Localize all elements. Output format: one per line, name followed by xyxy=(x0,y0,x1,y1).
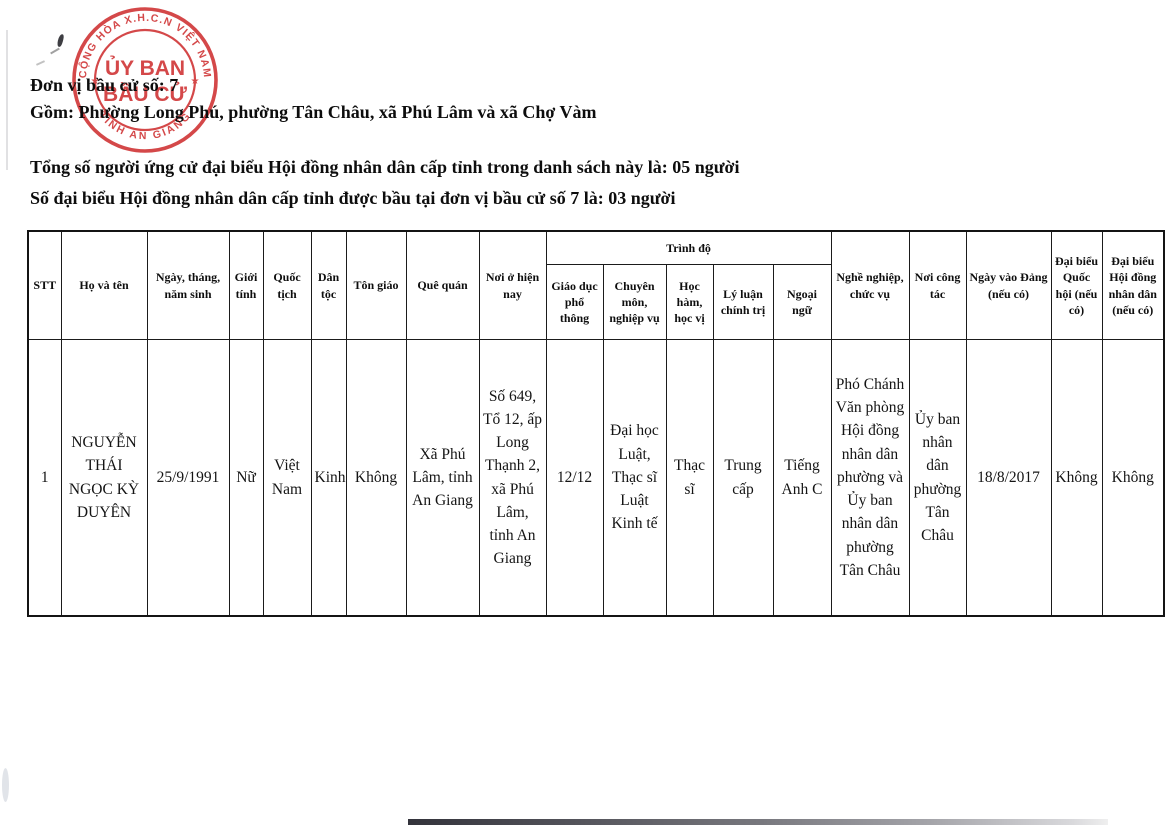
cell-dob: 25/9/1991 xyxy=(146,339,230,617)
stamp-top-arc-text: CỘNG HÒA X.H.C.N VIỆT NAM xyxy=(77,12,213,79)
election-scope-line: Gồm: Phường Long Phú, phường Tân Châu, x… xyxy=(30,102,597,122)
col-header-ethnicity: Dân tộc xyxy=(310,230,347,340)
pen-mark xyxy=(56,33,65,48)
cell-party-date: 18/8/2017 xyxy=(965,339,1052,617)
col-header-pc-deputy: Đại biểu Hội đồng nhân dân (nếu có) xyxy=(1101,230,1165,340)
cell-stt: 1 xyxy=(27,339,62,617)
seats-line: Số đại biểu Hội đồng nhân dân cấp tỉnh đ… xyxy=(30,188,676,208)
col-header-occupation: Nghề nghiệp, chức vụ xyxy=(830,230,910,340)
cell-religion: Không xyxy=(345,339,407,617)
cell-residence: Số 649, Tổ 12, ấp Long Thạnh 2, xã Phú L… xyxy=(478,339,547,617)
total-candidates-line: Tổng số người ứng cử đại biểu Hội đồng n… xyxy=(30,157,740,177)
cell-foreign-language: Tiếng Anh C xyxy=(772,339,832,617)
cell-workplace: Ủy ban nhân dân phường Tân Châu xyxy=(908,339,967,617)
scan-edge-artifact xyxy=(6,30,8,170)
col-header-general-education: Giáo dục phổ thông xyxy=(545,264,604,340)
document-heading: Đơn vị bầu cử số: 7 Gồm: Phường Long Phú… xyxy=(30,72,596,126)
cell-na-deputy: Không xyxy=(1050,339,1103,617)
scan-bottom-shadow xyxy=(408,819,1108,825)
cell-name: NGUYỄN THÁI NGỌC KỲ DUYÊN xyxy=(60,339,148,617)
cell-nationality: Việt Nam xyxy=(262,339,312,617)
col-header-nationality: Quốc tịch xyxy=(262,230,312,340)
cell-political-theory: Trung cấp xyxy=(712,339,774,617)
cell-hometown: Xã Phú Lâm, tỉnh An Giang xyxy=(405,339,480,617)
col-header-name: Họ và tên xyxy=(60,230,148,340)
col-group-header-qualification: Trình độ xyxy=(545,230,832,265)
col-header-foreign-language: Ngoại ngữ xyxy=(772,264,832,340)
candidate-table: STT Họ và tên Ngày, tháng, năm sinh Giới… xyxy=(27,230,1165,617)
col-header-hometown: Quê quán xyxy=(405,230,480,340)
election-unit-line: Đơn vị bầu cử số: 7 xyxy=(30,75,179,95)
table-row: 1 NGUYỄN THÁI NGỌC KỲ DUYÊN 25/9/1991 Nữ… xyxy=(27,339,1165,617)
col-header-religion: Tôn giáo xyxy=(345,230,407,340)
col-header-gender: Giới tính xyxy=(228,230,264,340)
document-summary: Tổng số người ứng cử đại biểu Hội đồng n… xyxy=(30,152,740,214)
cell-occupation: Phó Chánh Văn phòng Hội đồng nhân dân ph… xyxy=(830,339,910,617)
cell-pc-deputy: Không xyxy=(1101,339,1165,617)
col-header-party-date: Ngày vào Đảng (nếu có) xyxy=(965,230,1052,340)
col-header-professional: Chuyên môn, nghiệp vụ xyxy=(602,264,667,340)
col-header-residence: Nơi ở hiện nay xyxy=(478,230,547,340)
cell-gender: Nữ xyxy=(228,339,264,617)
scan-blob-artifact xyxy=(2,768,9,802)
col-header-na-deputy: Đại biểu Quốc hội (nếu có) xyxy=(1050,230,1103,340)
col-header-academic: Học hàm, học vị xyxy=(665,264,714,340)
col-header-stt: STT xyxy=(27,230,62,340)
cell-ethnicity: Kinh xyxy=(310,339,347,617)
cell-academic: Thạc sĩ xyxy=(665,339,714,617)
col-header-workplace: Nơi công tác xyxy=(908,230,967,340)
pen-mark xyxy=(50,47,60,55)
cell-professional: Đại học Luật, Thạc sĩ Luật Kinh tế xyxy=(602,339,667,617)
col-header-political-theory: Lý luận chính trị xyxy=(712,264,774,340)
cell-general-education: 12/12 xyxy=(545,339,604,617)
pen-mark xyxy=(35,60,46,66)
col-header-dob: Ngày, tháng, năm sinh xyxy=(146,230,230,340)
